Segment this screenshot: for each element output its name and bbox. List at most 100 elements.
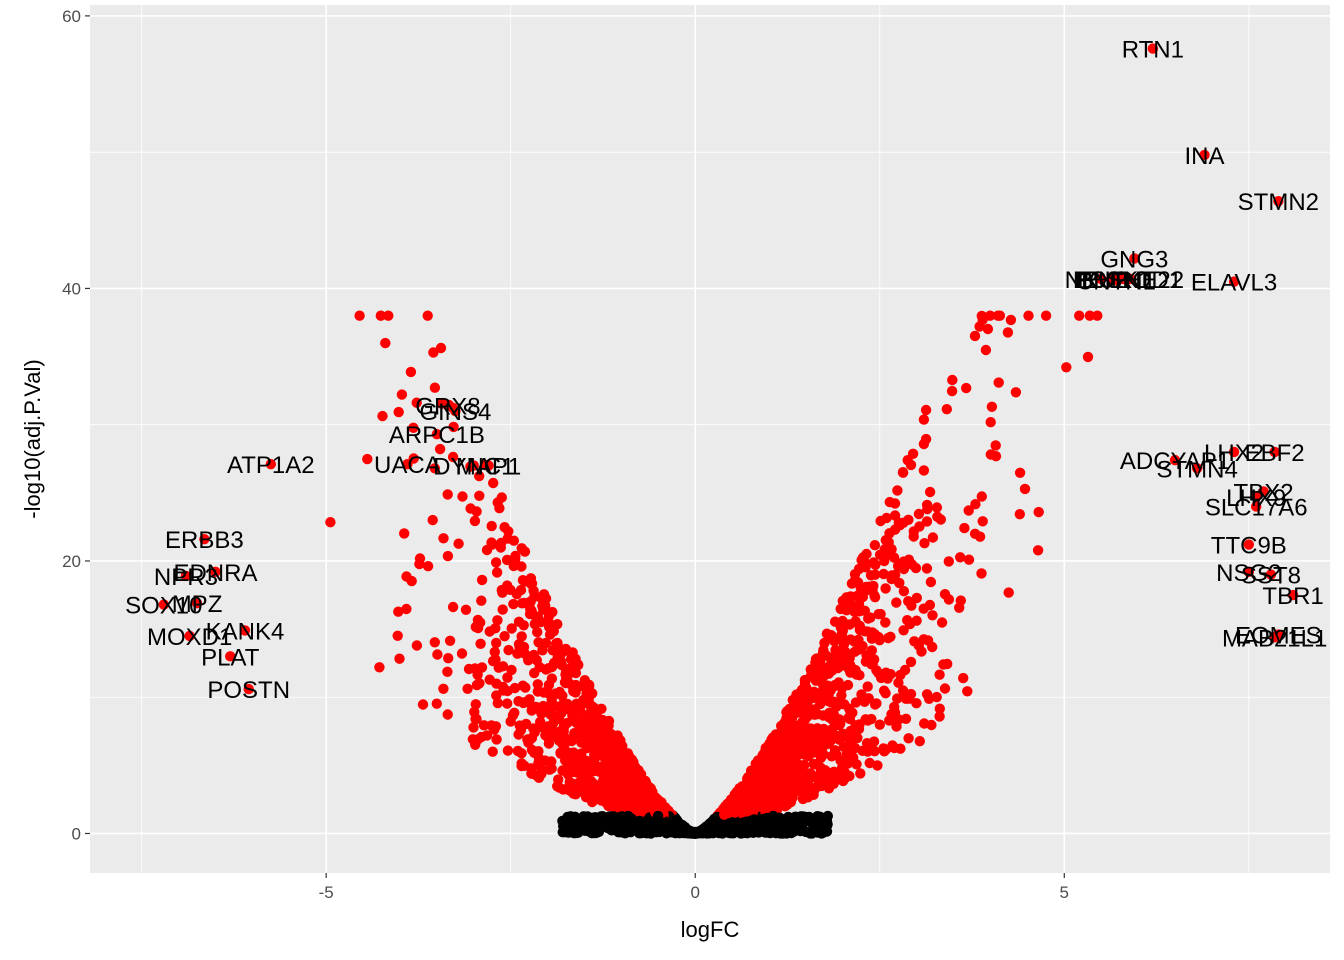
data-point xyxy=(848,601,860,612)
data-point xyxy=(572,718,583,729)
y-tick-label: 60 xyxy=(62,7,81,26)
data-point xyxy=(585,812,596,823)
data-point xyxy=(880,688,891,699)
data-point xyxy=(565,825,577,836)
data-point xyxy=(491,637,502,649)
data-point xyxy=(927,532,939,543)
data-point xyxy=(864,757,875,769)
gene-label: MOXD1 xyxy=(147,624,232,651)
data-point xyxy=(417,699,429,710)
y-axis-title: -log10(adj.P.Val) xyxy=(20,359,45,518)
data-point xyxy=(615,739,627,751)
labeled-point xyxy=(468,460,480,471)
data-point xyxy=(768,787,780,799)
data-point xyxy=(377,410,388,422)
data-point xyxy=(808,758,819,770)
data-point xyxy=(847,664,858,675)
data-point xyxy=(572,729,583,740)
gene-label: MPZ xyxy=(172,591,223,618)
data-point xyxy=(1040,310,1052,321)
data-point xyxy=(839,699,850,710)
gene-label: EOMES xyxy=(1235,623,1322,650)
data-point xyxy=(955,552,966,563)
data-point xyxy=(884,528,895,539)
data-point xyxy=(797,702,809,713)
data-point xyxy=(476,595,487,606)
data-point xyxy=(922,503,933,515)
data-point xyxy=(825,731,836,742)
data-point xyxy=(898,517,909,528)
data-point xyxy=(1010,387,1022,398)
data-point xyxy=(897,467,909,478)
data-point xyxy=(492,615,503,626)
labeled-point xyxy=(1110,275,1122,286)
gene-label: MAB21L1 xyxy=(1222,625,1327,652)
data-point xyxy=(488,477,499,489)
data-point xyxy=(508,598,519,610)
data-point xyxy=(443,653,454,664)
data-point xyxy=(852,590,863,601)
data-point xyxy=(855,768,866,779)
gene-label: RTN1 xyxy=(1122,37,1184,64)
data-point xyxy=(635,806,646,817)
data-point xyxy=(460,604,472,615)
data-point xyxy=(552,637,563,649)
data-point xyxy=(442,709,453,720)
data-point xyxy=(809,784,820,795)
data-point xyxy=(985,417,996,428)
data-point xyxy=(516,748,527,759)
labeled-point xyxy=(1169,454,1181,466)
data-point xyxy=(837,615,848,627)
data-point xyxy=(924,599,936,611)
data-point xyxy=(784,756,795,767)
data-point xyxy=(961,382,972,394)
data-point xyxy=(495,542,506,553)
data-point xyxy=(795,760,807,771)
data-point xyxy=(1033,506,1044,518)
data-point xyxy=(868,557,879,568)
data-point xyxy=(510,550,521,562)
data-point xyxy=(583,780,595,791)
data-point xyxy=(994,310,1006,321)
data-point xyxy=(925,576,937,588)
gene-label: STMN4 xyxy=(1156,456,1237,483)
data-point xyxy=(518,641,530,653)
labeled-point xyxy=(180,570,192,582)
data-point xyxy=(810,653,822,665)
data-point xyxy=(888,552,900,563)
data-point xyxy=(780,740,791,751)
data-point xyxy=(468,722,479,733)
data-point xyxy=(883,537,894,548)
data-point xyxy=(725,826,736,838)
data-point xyxy=(918,414,930,425)
data-point xyxy=(969,528,981,539)
gene-label: UACA xyxy=(374,452,441,479)
data-point xyxy=(535,716,546,728)
data-point xyxy=(442,489,453,500)
data-point xyxy=(889,510,901,521)
data-point xyxy=(891,597,902,608)
data-point xyxy=(851,759,862,770)
data-point xyxy=(486,520,497,532)
data-point xyxy=(866,713,877,725)
data-point xyxy=(568,684,579,695)
data-point xyxy=(598,749,609,760)
data-point xyxy=(898,556,909,567)
data-point xyxy=(362,453,373,465)
data-point xyxy=(919,718,930,729)
data-point xyxy=(792,737,803,748)
data-point xyxy=(545,709,556,720)
gene-label: LHX2 xyxy=(1204,440,1264,467)
gene-label: TBR1 xyxy=(1262,583,1323,610)
labeled-point xyxy=(184,630,195,642)
data-point xyxy=(581,766,592,777)
data-point xyxy=(489,646,500,658)
data-point xyxy=(754,758,766,769)
data-point xyxy=(825,631,837,642)
data-point xyxy=(1002,327,1014,338)
data-point xyxy=(797,813,809,825)
data-point xyxy=(374,662,385,673)
data-point xyxy=(565,764,576,776)
y-tick-label: 40 xyxy=(62,279,81,298)
